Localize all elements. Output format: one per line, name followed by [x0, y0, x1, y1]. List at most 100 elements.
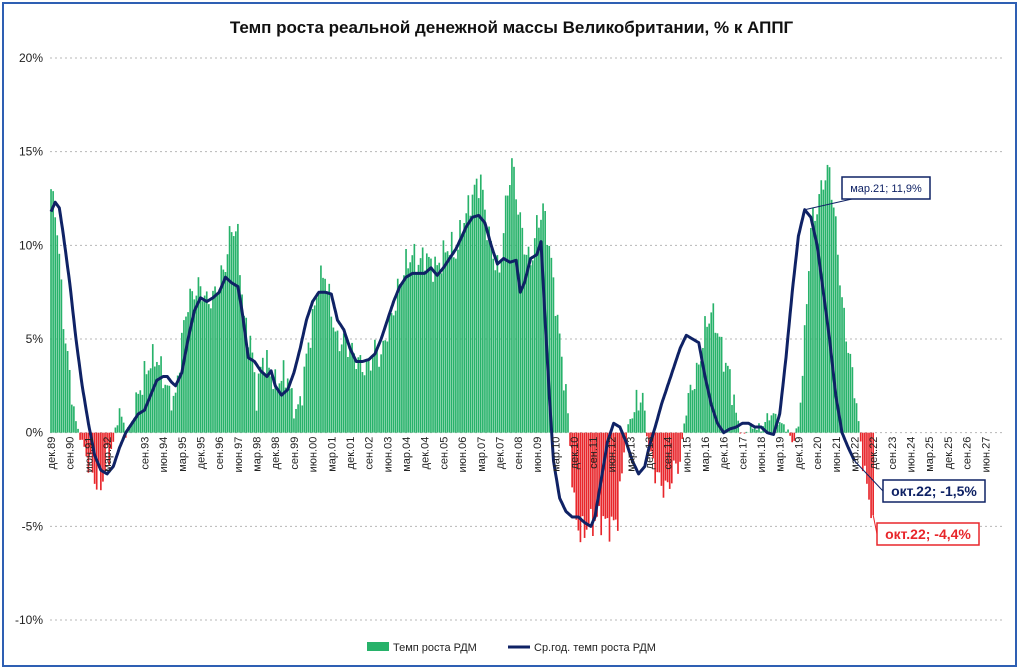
bar [837, 254, 839, 433]
bar [490, 241, 492, 433]
bar [365, 360, 368, 433]
legend-bar-swatch [367, 642, 389, 651]
x-tick-label: июн.00 [308, 437, 320, 473]
bar [563, 390, 565, 433]
bar [729, 369, 731, 433]
bar [533, 238, 536, 433]
annotation-box [882, 479, 986, 503]
bar [864, 432, 866, 466]
bar [635, 389, 638, 433]
bar [797, 426, 800, 433]
bar [834, 216, 837, 433]
bar [498, 272, 501, 433]
annotation-leader [854, 460, 884, 492]
bar [496, 255, 499, 433]
bar [573, 432, 576, 493]
bar [606, 432, 609, 519]
bar [731, 405, 733, 433]
bar [255, 410, 258, 433]
bar [174, 392, 177, 433]
bar [87, 432, 90, 473]
bar [629, 419, 632, 433]
bar [473, 184, 476, 433]
bar [162, 388, 164, 433]
bar [596, 432, 598, 517]
x-axis: дек.89 сен.90 июн.91 мар.92 сен.93 июн.94 мар.… [46, 437, 992, 473]
bar [75, 421, 77, 433]
x-tick-label: дек.10 [569, 437, 581, 470]
bar [73, 406, 75, 433]
bar [114, 427, 117, 433]
bar [720, 336, 723, 433]
bar [673, 432, 675, 461]
bar [839, 285, 841, 433]
bar [513, 166, 515, 433]
bar [776, 424, 779, 433]
bar [789, 432, 791, 436]
bar [220, 265, 223, 433]
bar [697, 364, 700, 433]
bar [135, 392, 137, 433]
bar [91, 432, 94, 473]
bar [353, 353, 355, 433]
bar [716, 333, 719, 433]
bar [444, 252, 447, 433]
y-tick-label: 5% [26, 332, 44, 346]
bar [637, 410, 640, 433]
x-tick-label: мар.07 [476, 437, 488, 472]
x-tick-label: мар.22 [849, 437, 861, 472]
bar [374, 339, 376, 433]
bar [386, 341, 389, 433]
x-tick-label: июн.27 [980, 437, 992, 473]
bar [702, 347, 704, 433]
bar [656, 432, 659, 473]
x-tick-label: сен.14 [663, 437, 675, 470]
x-tick-label: дек.13 [644, 437, 656, 470]
bar [120, 416, 123, 433]
x-tick-label: июн.12 [607, 437, 619, 473]
x-tick-label: сен.02 [364, 437, 376, 470]
bar [778, 422, 781, 433]
bar [156, 361, 158, 433]
bar [154, 366, 156, 433]
bar [247, 347, 250, 433]
bar [110, 432, 113, 449]
x-tick-label: дек.19 [793, 437, 805, 470]
bar [847, 352, 850, 433]
bar [415, 273, 418, 433]
bar [199, 286, 202, 433]
bar [812, 207, 814, 433]
bar [436, 265, 439, 433]
bar [419, 258, 422, 433]
bar [361, 372, 364, 433]
bar [340, 344, 343, 433]
bar [714, 332, 717, 433]
bar [345, 334, 347, 433]
x-tick-label: мар.25 [924, 437, 936, 472]
x-tick-label: сен.23 [887, 437, 899, 470]
bar [58, 253, 61, 433]
bar [724, 362, 727, 433]
bar [511, 158, 513, 433]
bar [417, 264, 420, 433]
bar [388, 314, 391, 433]
x-tick-label: мар.92 [102, 437, 114, 472]
bar [398, 284, 401, 433]
bar [355, 369, 358, 433]
y-tick-label: 15% [19, 145, 43, 159]
bar [577, 432, 580, 531]
bar [594, 432, 596, 521]
bar [471, 194, 474, 433]
bar [83, 432, 86, 447]
bar [430, 258, 432, 433]
bar [693, 388, 696, 433]
bar [187, 312, 189, 433]
bar [619, 432, 621, 482]
legend: Темп роста РДМ Ср.год. темп роста РДМ [367, 642, 656, 654]
x-tick-label: дек.16 [719, 437, 731, 470]
bar [756, 429, 758, 433]
bar [521, 227, 524, 433]
bar [168, 385, 171, 433]
bar [158, 365, 160, 433]
bar [214, 286, 216, 433]
